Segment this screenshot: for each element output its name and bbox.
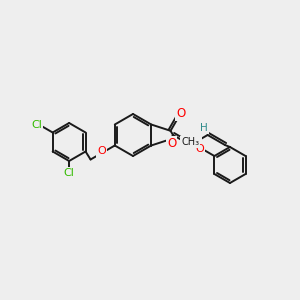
Text: O: O: [195, 143, 204, 154]
Text: O: O: [167, 137, 176, 150]
Text: Cl: Cl: [64, 168, 74, 178]
Text: O: O: [176, 106, 186, 120]
Text: Cl: Cl: [31, 120, 42, 130]
Text: O: O: [97, 146, 106, 157]
Text: H: H: [194, 136, 201, 146]
Text: H: H: [200, 123, 208, 133]
Text: CH₃: CH₃: [181, 137, 199, 147]
